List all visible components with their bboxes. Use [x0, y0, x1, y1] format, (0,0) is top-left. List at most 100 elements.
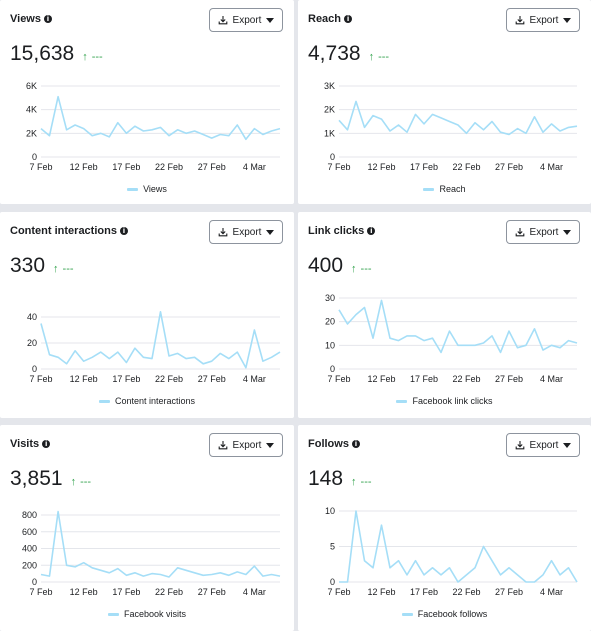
- y-tick-label: 1K: [324, 128, 335, 138]
- x-tick-label: 27 Feb: [495, 374, 523, 384]
- metric-value: 15,638 ↑ ---: [10, 42, 103, 66]
- line-chart: 3K 2K 1K 07 Feb 12 Feb 17 Feb 22 Feb 27 Feb 4 Ma…: [324, 81, 578, 172]
- export-button-label: Export: [529, 439, 559, 451]
- trend-text: ---: [62, 263, 74, 275]
- chart-legend[interactable]: Views: [0, 184, 294, 194]
- caret-down-icon: [563, 17, 572, 23]
- y-tick-label: 20: [325, 317, 335, 327]
- info-icon[interactable]: i: [351, 440, 360, 448]
- export-button[interactable]: Export: [209, 8, 283, 32]
- info-icon[interactable]: i: [344, 15, 353, 23]
- export-button[interactable]: Export: [506, 8, 580, 32]
- trend-up-icon: ↑: [351, 263, 357, 275]
- y-tick-label: 600: [22, 527, 37, 537]
- caret-down-icon: [266, 229, 275, 235]
- y-tick-label: 30: [325, 293, 335, 303]
- legend-label: Views: [143, 184, 167, 194]
- x-tick-label: 7 Feb: [29, 587, 52, 597]
- x-tick-label: 27 Feb: [495, 162, 523, 172]
- info-icon[interactable]: i: [44, 15, 52, 23]
- chart-legend[interactable]: Reach: [298, 184, 591, 194]
- chart-legend[interactable]: Facebook follows: [298, 609, 591, 619]
- info-icon[interactable]: i: [119, 227, 128, 235]
- download-icon: [218, 228, 227, 237]
- x-tick-label: 4 Mar: [540, 162, 563, 172]
- x-tick-label: 22 Feb: [155, 587, 183, 597]
- card-title: Link clicks i: [308, 225, 376, 237]
- y-tick-label: 200: [22, 560, 37, 570]
- trend-up-icon: ↑: [53, 263, 59, 275]
- legend-swatch: [107, 612, 119, 616]
- download-icon: [515, 441, 524, 450]
- chart-legend[interactable]: Facebook link clicks: [298, 396, 591, 406]
- x-tick-label: 27 Feb: [198, 587, 226, 597]
- trend-text: ---: [360, 476, 372, 488]
- caret-down-icon: [563, 442, 572, 448]
- x-tick-label: 12 Feb: [70, 374, 98, 384]
- metric-value: 4,738 ↑ ---: [308, 42, 389, 66]
- legend-label: Facebook link clicks: [412, 396, 493, 406]
- x-tick-label: 27 Feb: [495, 587, 523, 597]
- x-tick-label: 17 Feb: [410, 587, 438, 597]
- legend-label: Content interactions: [114, 396, 196, 406]
- x-tick-label: 22 Feb: [452, 374, 480, 384]
- metric-value-number: 3,851: [10, 467, 63, 490]
- export-button-label: Export: [529, 226, 559, 238]
- y-tick-label: 20: [27, 338, 37, 348]
- y-tick-label: 40: [27, 312, 37, 322]
- series-line: [40, 510, 281, 578]
- y-tick-label: 4K: [26, 105, 37, 115]
- trend-up-icon: ↑: [351, 476, 357, 488]
- export-button[interactable]: Export: [506, 220, 580, 244]
- trend-up-icon: ↑: [82, 51, 88, 63]
- legend-label: Facebook follows: [417, 609, 488, 619]
- trend-text: ---: [80, 476, 92, 488]
- x-tick-label: 4 Mar: [243, 374, 266, 384]
- metric-value: 330 ↑ ---: [10, 254, 74, 278]
- export-button[interactable]: Export: [209, 220, 283, 244]
- legend-swatch: [127, 187, 139, 191]
- series-line: [40, 95, 281, 141]
- x-tick-label: 17 Feb: [410, 162, 438, 172]
- y-tick-label: 5: [330, 542, 335, 552]
- y-tick-label: 0: [330, 152, 335, 162]
- export-button-label: Export: [232, 14, 262, 26]
- y-tick-label: 0: [32, 364, 37, 374]
- metric-value: 400 ↑ ---: [308, 254, 372, 278]
- card-title-text: Visits: [10, 438, 40, 450]
- y-tick-label: 10: [325, 340, 335, 350]
- series-line: [338, 100, 578, 136]
- card-title-text: Content interactions: [10, 225, 117, 237]
- x-tick-label: 7 Feb: [327, 162, 350, 172]
- line-chart: 6K 4K 2K 07 Feb 12 Feb 17 Feb 22 Feb 27 Feb 4 Ma…: [26, 81, 281, 172]
- trend-text: ---: [91, 51, 103, 63]
- info-icon[interactable]: i: [42, 440, 51, 448]
- info-icon[interactable]: i: [367, 227, 376, 235]
- y-tick-label: 3K: [324, 81, 335, 91]
- x-tick-label: 17 Feb: [410, 374, 438, 384]
- y-tick-label: 400: [22, 544, 37, 554]
- export-button-label: Export: [232, 439, 262, 451]
- legend-swatch: [401, 612, 413, 616]
- chart-legend[interactable]: Content interactions: [0, 396, 294, 406]
- x-tick-label: 7 Feb: [327, 374, 350, 384]
- metric-value-number: 330: [10, 254, 46, 277]
- legend-swatch: [423, 187, 435, 191]
- download-icon: [515, 228, 524, 237]
- export-button[interactable]: Export: [209, 433, 283, 457]
- x-tick-label: 12 Feb: [70, 587, 98, 597]
- export-button[interactable]: Export: [506, 433, 580, 457]
- legend-swatch: [98, 399, 110, 403]
- card-title-text: Link clicks: [308, 225, 365, 237]
- line-chart: 10 5 07 Feb 12 Feb 17 Feb 22 Feb 27 Feb 4 Mar: [325, 506, 578, 597]
- chart-legend[interactable]: Facebook visits: [0, 609, 294, 619]
- legend-label: Facebook visits: [123, 609, 187, 619]
- x-tick-label: 17 Feb: [112, 374, 140, 384]
- y-tick-label: 6K: [26, 81, 37, 91]
- x-tick-label: 7 Feb: [327, 587, 350, 597]
- card-title: Views i: [10, 13, 52, 25]
- x-tick-label: 12 Feb: [367, 162, 395, 172]
- card-title: Follows i: [308, 438, 360, 450]
- trend-up-icon: ↑: [70, 476, 77, 488]
